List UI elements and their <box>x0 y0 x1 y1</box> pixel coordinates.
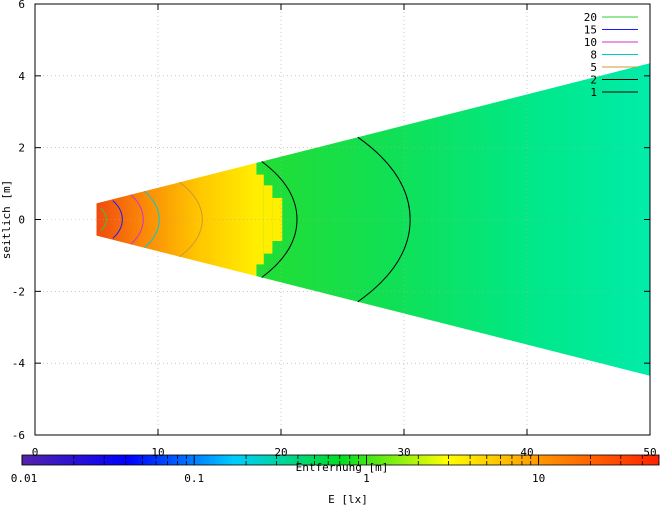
y-tick-label: -4 <box>12 357 26 370</box>
legend-label-20: 20 <box>584 11 597 24</box>
legend-label-15: 15 <box>584 24 597 37</box>
legend-label-1: 1 <box>590 86 597 99</box>
heat-step-cell <box>253 174 264 265</box>
x-tick-label: 0 <box>32 446 39 459</box>
legend-label-5: 5 <box>590 61 597 74</box>
contour-line-20 <box>100 207 107 232</box>
y-tick-label: 4 <box>18 70 25 83</box>
contour-line-5 <box>179 181 203 258</box>
x-tick-label: 40 <box>520 446 533 459</box>
x-tick-label: 30 <box>397 446 410 459</box>
y-tick-label: 2 <box>18 142 25 155</box>
legend-label-8: 8 <box>590 49 597 62</box>
x-axis-label: Entfernung [m] <box>296 461 389 474</box>
contour-line-2 <box>261 161 298 278</box>
contour-line-15 <box>112 200 123 239</box>
x-tick-label: 10 <box>151 446 164 459</box>
contour-line-1 <box>357 136 411 303</box>
contour-lines <box>100 136 411 303</box>
y-axis-label: seitlich [m] <box>0 180 13 259</box>
contour-line-8 <box>144 190 160 249</box>
x-tick-label: 50 <box>643 446 656 459</box>
y-tick-label: 0 <box>18 214 25 227</box>
colorbar-label: E [lx] <box>328 493 368 505</box>
colorbar-tick-label: 0.1 <box>184 472 204 485</box>
colorbar-tick-label: 1 <box>363 472 370 485</box>
y-tick-label: 6 <box>18 0 25 11</box>
y-tick-label: -2 <box>12 285 25 298</box>
grid-lines <box>35 4 650 435</box>
x-tick-label: 20 <box>274 446 287 459</box>
heat-step-cell <box>263 185 273 254</box>
y-tick-label: -6 <box>12 429 25 442</box>
colorbar-tick-label: 10 <box>532 472 545 485</box>
legend-label-2: 2 <box>590 74 597 87</box>
contour-line-10 <box>130 194 144 245</box>
legend-label-10: 10 <box>584 36 597 49</box>
colorbar-tick-label: 0.01 <box>11 472 38 485</box>
heat-step-cell <box>272 197 283 242</box>
